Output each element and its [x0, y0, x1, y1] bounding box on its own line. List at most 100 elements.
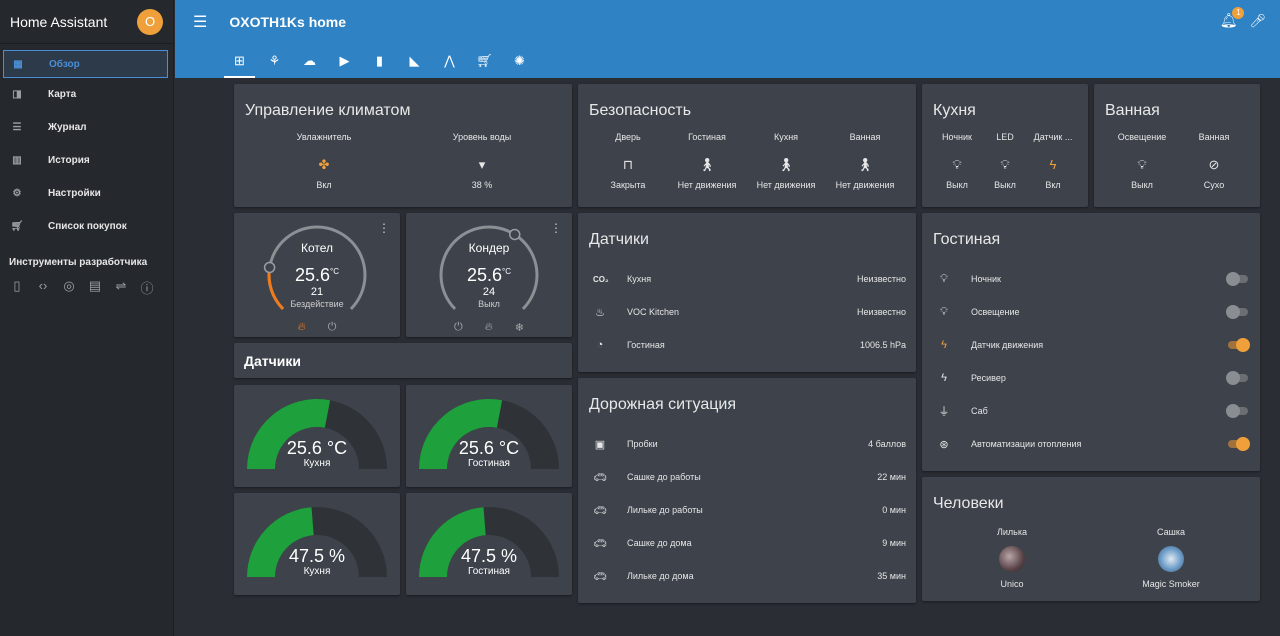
dashboard-icon: ⊞: [234, 53, 245, 68]
info-icon[interactable]: ⓘ: [140, 281, 154, 296]
entity-door[interactable]: Дверь ⊓ Закрыта: [598, 132, 658, 190]
toggle-switch[interactable]: [1226, 371, 1250, 385]
fan-icon: ✤: [318, 157, 330, 172]
entity-bath-light[interactable]: Освещение 💡︎ Выкл: [1112, 132, 1172, 190]
entity-motion-kitchen[interactable]: Кухня 🚶︎ Нет движения: [751, 132, 821, 190]
cart-icon: 🛒︎: [476, 53, 493, 68]
sidebar-item-history[interactable]: ▥ История: [0, 144, 173, 177]
people-card: Человеки Лилька Unico Сашка Magic Smoker: [922, 477, 1260, 601]
thermostat-target: 24: [482, 286, 496, 298]
gauge[interactable]: [406, 493, 572, 595]
tab-dashboard[interactable]: ⊞: [222, 44, 257, 78]
page-title: OXOTH1Ks home: [229, 14, 347, 30]
tab-media[interactable]: ▶: [327, 44, 362, 78]
gauge-value: 25.6 °C: [458, 438, 520, 458]
card-title: Гостиная: [933, 231, 1001, 248]
sidebar-item-label: История: [48, 155, 90, 166]
snowflake-icon[interactable]: ❄: [514, 322, 524, 334]
sidebar-item-logbook[interactable]: ☰ Журнал: [0, 111, 173, 144]
traffic-row[interactable]: 🚗︎ Сашке до работы 22 мин: [593, 471, 906, 484]
sensor-row[interactable]: CO₂ Кухня Неизвестно: [593, 274, 906, 284]
bulb-icon: 💡︎: [940, 272, 948, 285]
traffic-row[interactable]: 🚗︎ Лильке до дома 35 мин: [593, 570, 906, 583]
sidebar-item-label: Обзор: [49, 58, 80, 70]
gauge[interactable]: [234, 385, 400, 487]
traffic-row[interactable]: 🚗︎ Лильке до работы 0 мин: [593, 504, 906, 517]
sensor-row[interactable]: ◔ Гостиная 1006.5 hPa: [593, 335, 906, 355]
remote-icon[interactable]: ▯: [13, 278, 21, 293]
list-icon: ☰: [12, 122, 22, 133]
gauge-name: Гостиная: [468, 566, 510, 577]
fire-icon[interactable]: 🔥︎: [297, 321, 306, 333]
code-icon[interactable]: ‹›: [38, 278, 48, 293]
toggle-switch[interactable]: [1226, 272, 1250, 286]
switch-row: ⏚ Саб: [937, 401, 1250, 421]
person-sashka[interactable]: Сашка Magic Smoker: [1142, 527, 1200, 589]
tab-graph[interactable]: ⋀: [432, 44, 467, 78]
thermostat-status: Выкл: [478, 299, 500, 309]
notifications-button[interactable]: 🔔︎ 1: [1220, 7, 1245, 29]
grid-icon: ▦: [13, 58, 23, 70]
entity-bath-leak[interactable]: Ванная ⊘ Сухо: [1184, 132, 1244, 190]
tab-weather[interactable]: ☁: [292, 44, 327, 78]
more-icon[interactable]: ⋮: [550, 221, 562, 235]
tab-camera[interactable]: ◣: [397, 44, 432, 78]
mic-icon[interactable]: 🎤︎: [1249, 12, 1266, 28]
file-icon[interactable]: ▤: [88, 278, 102, 293]
chart-icon: ▥: [12, 155, 22, 166]
toggle-switch[interactable]: [1226, 437, 1250, 451]
power-icon[interactable]: ⏻: [454, 321, 463, 333]
thermostat-card: ⋮ Кондер 25.6°C 24 Выкл ⏻ 🔥︎ ❄: [406, 213, 572, 337]
more-icon[interactable]: ⋮: [378, 221, 390, 235]
bulb-icon: 💡︎: [1137, 157, 1147, 172]
notification-badge: 1: [1232, 7, 1245, 19]
toggle-switch[interactable]: [1226, 338, 1250, 352]
gauge-value: 47.5 %: [460, 546, 518, 566]
user-avatar[interactable]: O: [137, 8, 163, 35]
fire-icon[interactable]: 🔥︎: [484, 321, 493, 333]
thermostat-dial[interactable]: [234, 213, 400, 337]
card-title: Дорожная ситуация: [589, 396, 737, 413]
entity-water-level[interactable]: Уровень воды ▾ 38 %: [432, 132, 532, 190]
thermostat-target: 21: [310, 286, 324, 298]
tab-bug[interactable]: ✺: [502, 44, 537, 78]
gauge-name: Гостиная: [468, 458, 510, 469]
entity-nightlight[interactable]: Ночник 💡︎ Выкл: [934, 132, 980, 190]
entity-motion-living[interactable]: Гостиная 🚶︎ Нет движения: [672, 132, 742, 190]
traffic-row[interactable]: 🚗︎ Сашке до дома 9 мин: [593, 537, 906, 550]
template-icon[interactable]: ⇌: [115, 278, 127, 293]
traffic-row[interactable]: ▣ Пробки 4 баллов: [594, 438, 906, 451]
bulb-icon: 💡︎: [952, 157, 962, 172]
weather-icon: ☁: [303, 53, 316, 68]
toggle-switch[interactable]: [1226, 305, 1250, 319]
bulb-icon: 💡︎: [1000, 157, 1010, 172]
gauge[interactable]: [406, 385, 572, 487]
tab-cart[interactable]: 🛒︎: [467, 44, 502, 78]
tab-network[interactable]: ⚘: [257, 44, 292, 78]
gauge[interactable]: [234, 493, 400, 595]
entity-led[interactable]: LED 💡︎ Выкл: [982, 132, 1028, 190]
bulb-icon: 💡︎: [940, 305, 948, 318]
tab-remote[interactable]: ▮: [362, 44, 397, 78]
toggle-switch[interactable]: [1226, 404, 1250, 418]
sidebar-item-map[interactable]: ◨ Карта: [0, 78, 173, 111]
sidebar-item-label: Карта: [48, 89, 77, 100]
map-icon: ◨: [12, 89, 22, 100]
broadcast-icon[interactable]: ◎: [63, 278, 75, 293]
sidebar-item-shopping-list[interactable]: 🛒︎ Список покупок: [0, 210, 173, 243]
sidebar-item-overview[interactable]: ▦ Обзор: [3, 50, 168, 78]
menu-icon[interactable]: ☰: [193, 14, 208, 31]
person-liliya[interactable]: Лилька Unico: [996, 527, 1027, 589]
kitchen-card: Кухня Ночник 💡︎ Выкл LED 💡︎ Выкл Датчик …: [922, 84, 1088, 207]
power-icon[interactable]: ⏻: [327, 321, 337, 333]
entity-humidifier[interactable]: Увлажнитель ✤ Вкл: [274, 132, 374, 190]
gauge-name: Кухня: [303, 458, 331, 469]
sensor-row[interactable]: ♨ VOC Kitchen Неизвестно: [593, 302, 906, 322]
avatar: [1158, 546, 1184, 572]
card-title: Ванная: [1105, 102, 1160, 119]
entity-motion-bath[interactable]: Ванная 🚶︎ Нет движения: [830, 132, 900, 190]
entity-sensor[interactable]: Датчик ... ϟ Вкл: [1030, 132, 1076, 190]
bolt-icon: ϟ: [941, 372, 947, 384]
thermostat-dial[interactable]: [406, 213, 572, 337]
sidebar-item-settings[interactable]: ⚙ Настройки: [0, 177, 173, 210]
